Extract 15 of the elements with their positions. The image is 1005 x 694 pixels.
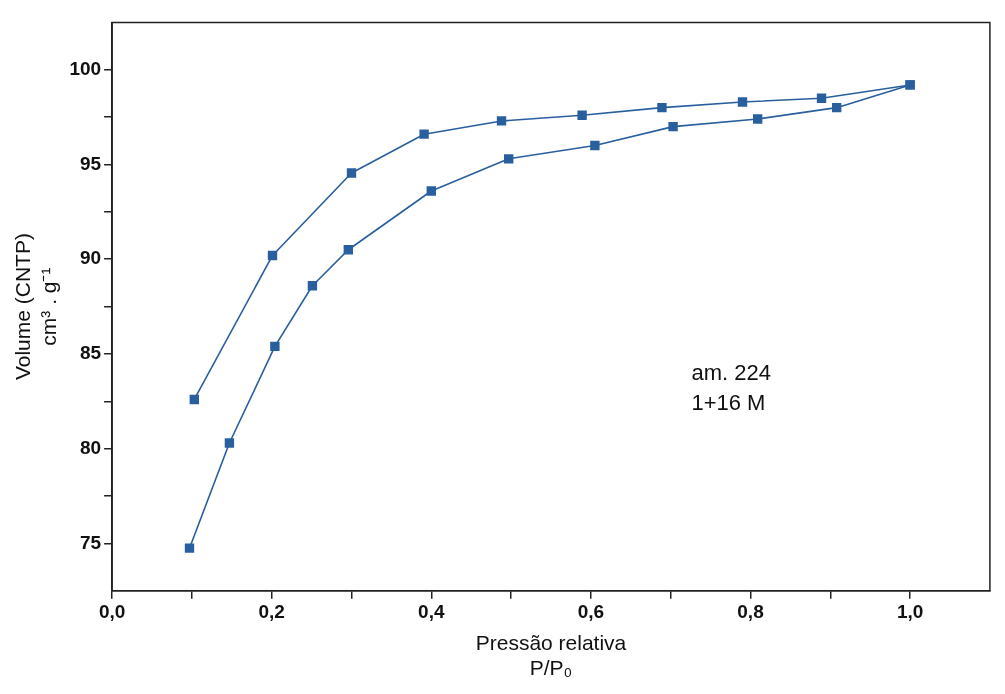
x-tick-label: 0,0 <box>98 601 126 623</box>
x-axis-title: Pressão relativa P/P₀ <box>475 631 627 680</box>
y-axis-title: Volume (CNTP) cm³ . g⁻¹ <box>11 233 60 381</box>
y-tick-label: 80 <box>79 436 102 458</box>
y-tick-label: 75 <box>79 531 102 553</box>
y-tick-label: 95 <box>79 152 102 174</box>
y-tick-label: 85 <box>79 342 102 364</box>
annotation: am. 224 1+16 M <box>691 360 771 416</box>
y-tick-label: 90 <box>79 247 102 269</box>
x-tick-label: 1,0 <box>896 601 924 623</box>
x-tick-label: 0,6 <box>577 601 605 623</box>
x-tick-label: 0,4 <box>418 601 445 623</box>
x-tick-label: 0,8 <box>737 601 764 623</box>
x-tick-label: 0,2 <box>258 601 285 623</box>
y-tick-label: 100 <box>69 58 102 79</box>
